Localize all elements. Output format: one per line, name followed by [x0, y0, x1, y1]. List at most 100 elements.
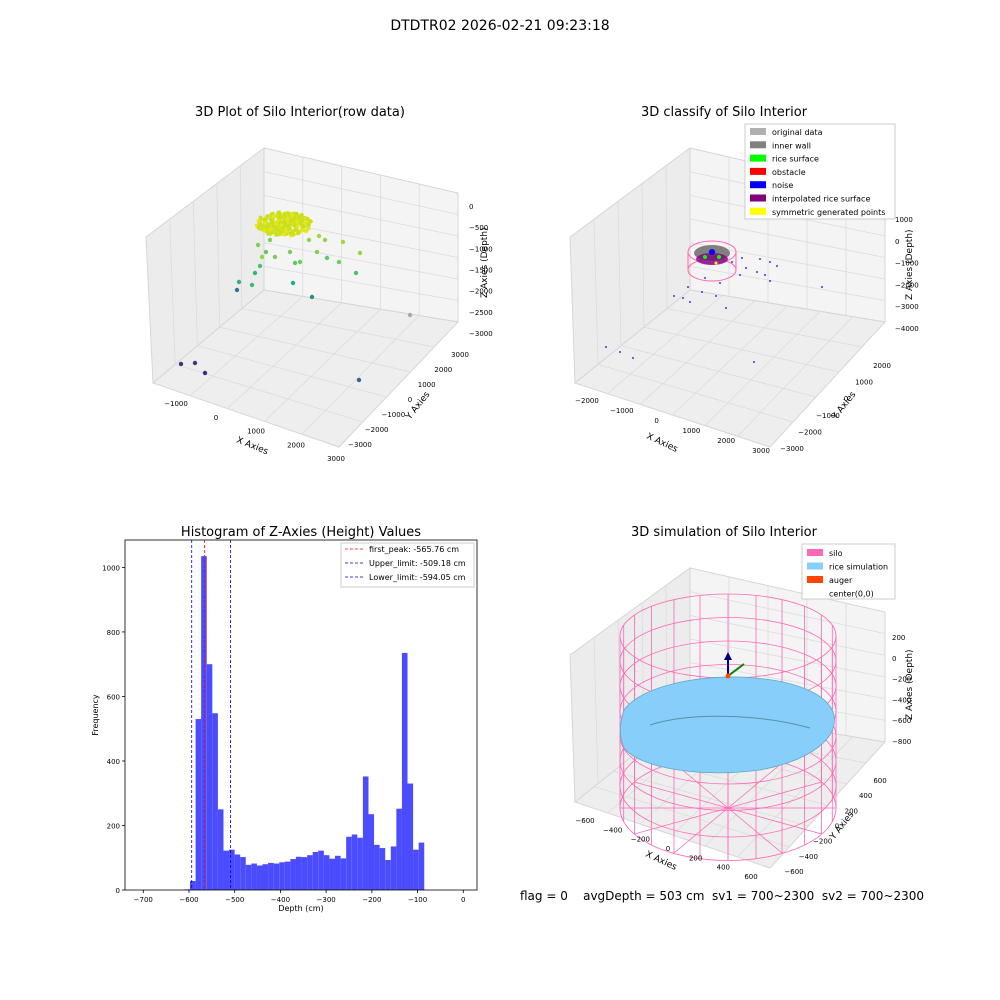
depth-histogram: Histogram of Z-Axies (Height) Values −70… — [91, 525, 478, 913]
histogram-bars — [184, 556, 425, 890]
gridline — [737, 316, 853, 437]
data-point — [297, 259, 303, 265]
legend-label: obstacle — [772, 168, 806, 177]
silo-floor-spoke — [727, 807, 783, 854]
data-point — [308, 219, 313, 224]
raw-data-3d-plot: 3D Plot of Silo Interior(row data) −1000… — [145, 105, 493, 463]
noise-point — [739, 274, 741, 276]
tick-label: 600 — [107, 693, 120, 701]
silo-floor-spoke — [634, 807, 729, 835]
tick-label: −200 — [813, 838, 832, 846]
data-point — [234, 287, 240, 293]
data-point — [286, 211, 291, 216]
tick-label: −3000 — [469, 330, 493, 338]
histogram-bar — [312, 851, 319, 890]
histogram-bar — [195, 719, 202, 890]
legend-label: noise — [772, 181, 793, 190]
gridline — [593, 219, 599, 365]
tick-label: 0 — [469, 203, 473, 211]
histogram-bar — [307, 855, 313, 890]
gridline — [689, 662, 886, 700]
pane-gridlines — [169, 157, 459, 435]
histogram-bar — [212, 713, 218, 890]
z-axis-ticks: 0 −500 −1000 −1500 −2000 −2500 −3000 — [469, 203, 493, 338]
data-point — [299, 221, 304, 226]
tick-label: 1000 — [895, 216, 913, 224]
legend-swatch — [750, 141, 766, 149]
simulation-3d-plot: 3D simulation of Silo Interior silo rice … — [569, 525, 915, 881]
status-line: flag = 0 avgDepth = 503 cm sv1 = 700~230… — [520, 889, 925, 903]
figure-title: DTDTR02 2026-02-21 09:23:18 — [390, 18, 610, 34]
noise-point — [764, 274, 766, 276]
tick-label: −1500 — [469, 267, 493, 275]
tick-label: −2500 — [469, 309, 493, 317]
rice-simulation-surface — [619, 676, 835, 774]
noise-point — [776, 265, 778, 267]
silo-floor-spoke — [634, 781, 729, 809]
histogram-bar — [223, 850, 230, 890]
legend-swatch — [750, 128, 766, 135]
histogram-bar — [245, 864, 252, 890]
silo-floor-spoke — [727, 807, 822, 835]
classify-legend: original data inner wall rice surface obsta… — [744, 123, 896, 220]
data-point — [294, 219, 299, 224]
data-point — [294, 228, 299, 233]
tick-label: 200 — [689, 854, 702, 862]
tick-label: 0 — [654, 417, 658, 425]
histogram-bar — [262, 864, 269, 890]
histogram-bar — [390, 846, 397, 890]
data-point — [284, 229, 289, 234]
data-point — [306, 226, 311, 231]
legend-label: rice surface — [772, 155, 819, 164]
tick-label: 200 — [107, 822, 120, 830]
histogram-bar — [340, 858, 347, 890]
data-point — [309, 294, 315, 300]
tick-label: 2000 — [287, 441, 305, 449]
gridline — [301, 315, 420, 435]
tick-label: −600 — [784, 868, 803, 876]
data-point — [255, 242, 261, 248]
tick-label: 0 — [666, 845, 670, 853]
tick-label: 3000 — [327, 455, 345, 463]
histogram-bar — [346, 836, 352, 890]
histogram-bar — [318, 850, 324, 890]
histogram-bar — [290, 859, 296, 890]
noise-point — [689, 301, 691, 303]
y-axis-ticks: 3000 2000 1000 0−1000 −2000 −3000 — [348, 351, 469, 449]
data-point — [259, 254, 265, 260]
y-axis-label: Y Axies — [404, 390, 433, 423]
noise-point — [769, 280, 771, 282]
legend-swatch — [750, 167, 766, 175]
noise-point — [719, 282, 721, 284]
legend-label: first_peak: -565.76 cm — [369, 545, 459, 554]
tick-label: −2000 — [798, 428, 822, 436]
noise-point — [759, 258, 761, 260]
legend-label: interpolated rice surface — [772, 195, 870, 204]
histogram-bar — [284, 861, 291, 890]
data-point — [192, 360, 198, 366]
data-point — [281, 226, 286, 230]
noise-point — [725, 307, 727, 309]
data-point — [322, 237, 328, 243]
gridline — [263, 194, 459, 237]
noise-point — [731, 261, 733, 263]
tick-label: 400 — [107, 758, 120, 766]
data-point — [202, 370, 208, 376]
data-point — [298, 214, 303, 219]
tick-label: 2000 — [717, 437, 735, 445]
gridline — [189, 296, 304, 397]
tick-label: −200 — [362, 896, 381, 904]
data-point — [262, 220, 267, 225]
legend-swatch — [807, 549, 823, 556]
noise-point — [619, 351, 621, 353]
data-point — [316, 233, 322, 239]
data-point — [287, 226, 292, 231]
data-point — [252, 270, 258, 276]
tick-label: 0 — [116, 887, 120, 895]
histogram-bar — [396, 808, 402, 890]
data-point — [272, 254, 278, 260]
gridline — [737, 736, 853, 858]
noise-point — [682, 297, 684, 299]
gridline — [607, 295, 723, 394]
